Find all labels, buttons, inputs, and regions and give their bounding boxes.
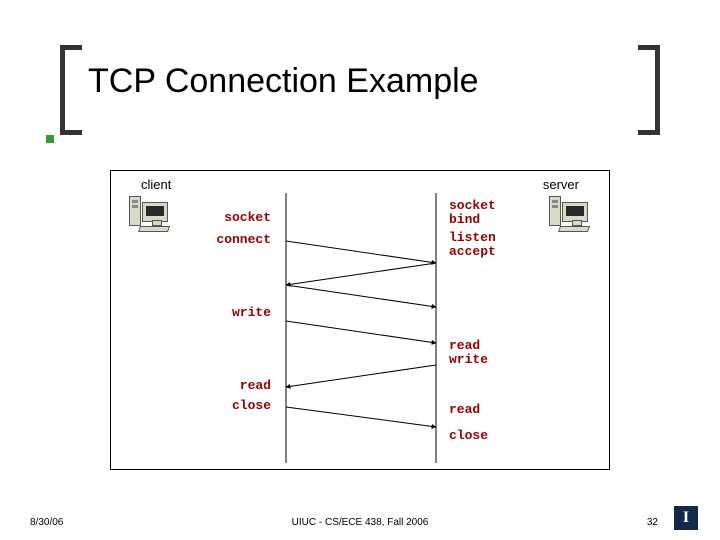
logo-icon: I bbox=[674, 506, 698, 530]
label-client-read: read bbox=[240, 379, 271, 393]
bracket-right-icon bbox=[638, 45, 660, 135]
tcp-diagram: client server socket connect write read … bbox=[110, 170, 610, 470]
label-server-listen-accept: listen accept bbox=[449, 231, 496, 259]
diagram-svg bbox=[111, 171, 611, 471]
label-server-socket-bind: socket bind bbox=[449, 199, 496, 227]
label-client-connect: connect bbox=[216, 233, 271, 247]
label-client-close: close bbox=[232, 399, 271, 413]
accent-square-icon bbox=[46, 135, 54, 143]
slide: TCP Connection Example client server soc… bbox=[0, 0, 720, 540]
footer-page-number: 32 bbox=[647, 517, 658, 528]
title-wrap: TCP Connection Example bbox=[60, 50, 660, 140]
footer: 8/30/06 UIUC - CS/ECE 438, Fall 2006 32 … bbox=[0, 506, 720, 528]
label-client-write: write bbox=[232, 306, 271, 320]
label-server-close: close bbox=[449, 429, 488, 443]
bracket-left-icon bbox=[60, 45, 82, 135]
slide-title: TCP Connection Example bbox=[88, 62, 479, 101]
label-server-read-write: read write bbox=[449, 339, 488, 367]
footer-center: UIUC - CS/ECE 438, Fall 2006 bbox=[0, 517, 720, 528]
label-client-socket: socket bbox=[224, 211, 271, 225]
label-server-read: read bbox=[449, 403, 480, 417]
logo-letter: I bbox=[683, 509, 689, 527]
